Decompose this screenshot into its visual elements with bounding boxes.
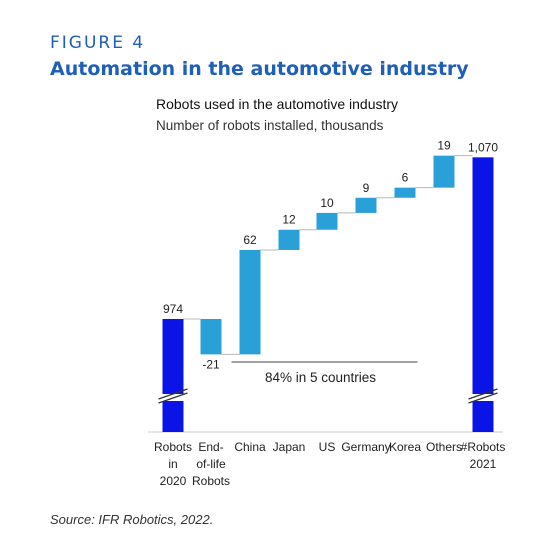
total-bar bbox=[162, 319, 184, 432]
annotation-text: 84% in 5 countries bbox=[265, 370, 376, 385]
value-label: 62 bbox=[243, 233, 257, 247]
step-bar bbox=[355, 197, 377, 213]
chart-title: Robots used in the automotive industry bbox=[156, 96, 399, 112]
axis-break-slash bbox=[158, 392, 188, 404]
value-label: 9 bbox=[363, 181, 370, 195]
category-label: in bbox=[168, 457, 177, 471]
step-bar bbox=[278, 229, 300, 250]
axis-break-slash bbox=[468, 388, 498, 400]
axis-break-slash bbox=[158, 388, 188, 400]
category-label: Japan bbox=[273, 440, 306, 454]
step-bar bbox=[239, 249, 261, 355]
category-label: End- bbox=[198, 440, 223, 454]
category-label: China bbox=[234, 440, 266, 454]
step-bar bbox=[394, 187, 416, 198]
category-label: Germany bbox=[341, 440, 390, 454]
category-label: Robots bbox=[154, 440, 192, 454]
total-bar bbox=[472, 157, 494, 432]
category-label: Korea bbox=[389, 440, 421, 454]
step-bar bbox=[433, 155, 455, 188]
category-label: US bbox=[319, 440, 336, 454]
step-bar bbox=[200, 319, 222, 355]
value-label: 6 bbox=[402, 171, 409, 185]
value-label: 19 bbox=[437, 139, 451, 153]
source-note: Source: IFR Robotics, 2022. bbox=[50, 512, 214, 527]
chart-subtitle: Number of robots installed, thousands bbox=[156, 118, 384, 133]
step-bar bbox=[316, 212, 338, 230]
category-label: 2020 bbox=[160, 474, 187, 488]
category-label: #Robots bbox=[461, 440, 506, 454]
category-label: Others bbox=[426, 440, 462, 454]
figure-label: FIGURE 4 bbox=[50, 33, 146, 53]
value-label: 12 bbox=[282, 213, 296, 227]
category-label: of-life bbox=[196, 457, 226, 471]
value-label: -21 bbox=[202, 357, 220, 371]
category-label: Robots bbox=[192, 474, 230, 488]
value-label: 1,070 bbox=[468, 140, 498, 154]
value-label: 974 bbox=[163, 302, 183, 316]
category-label: 2021 bbox=[470, 457, 497, 471]
value-label: 10 bbox=[320, 196, 334, 210]
axis-break-slash bbox=[468, 392, 498, 404]
figure-title: Automation in the automotive industry bbox=[50, 58, 469, 80]
